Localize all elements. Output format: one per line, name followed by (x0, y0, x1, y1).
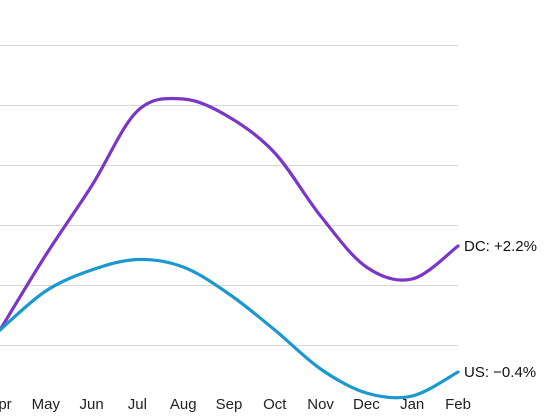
x-tick-label-oct: Oct (263, 396, 287, 413)
x-tick-label-apr: Apr (0, 396, 12, 413)
x-tick-label-jul: Jul (128, 396, 147, 413)
x-tick-label-sep: Sep (216, 396, 243, 413)
end-label-us: US: −0.4% (464, 364, 536, 381)
series-lines (0, 96, 460, 400)
x-tick-label-nov: Nov (307, 396, 334, 413)
x-tick-label-jan: Jan (400, 396, 424, 413)
x-tick-label-aug: Aug (170, 396, 197, 413)
gridlines (0, 45, 458, 346)
series-line-us (0, 257, 460, 400)
x-tick-label-jun: Jun (80, 396, 104, 413)
end-label-dc: DC: +2.2% (464, 238, 537, 255)
end-labels: DC: +2.2% US: −0.4% (464, 238, 537, 381)
x-tick-label-may: May (32, 396, 61, 413)
x-tick-label-dec: Dec (353, 396, 380, 413)
x-tick-label-feb: Feb (445, 396, 471, 413)
series-line-dc (0, 96, 460, 332)
x-axis-ticks: Apr May Jun Jul Aug Sep Oct Nov Dec Jan Feb (0, 396, 471, 413)
